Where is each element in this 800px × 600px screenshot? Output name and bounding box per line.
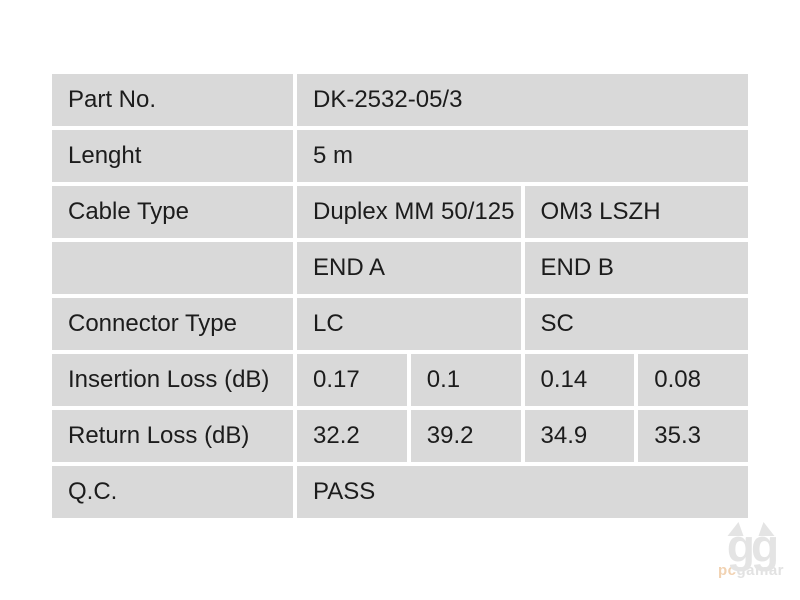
cell-insertion-loss-a1: 0.17 — [297, 354, 407, 406]
cell-cable-type-om3: OM3 LSZH — [524, 186, 748, 238]
brand-pc: pc — [717, 562, 737, 579]
cell-cable-type-duplex: Duplex MM 50/125 — [297, 186, 521, 238]
cell-connector-end-a: LC — [297, 298, 521, 350]
row-label-insertion-loss: Insertion Loss (dB) — [52, 354, 293, 406]
row-label-empty — [52, 242, 293, 294]
cell-return-loss-a1: 32.2 — [297, 410, 407, 462]
cell-end-b-header: END B — [524, 242, 748, 294]
brand-text: pcgamar — [703, 563, 799, 578]
spec-table: Part No. DK-2532-05/3 Lenght 5 m Cable T… — [52, 74, 748, 518]
cell-insertion-loss-b2: 0.08 — [638, 354, 748, 406]
row-label-connector-type: Connector Type — [52, 298, 293, 350]
cell-insertion-loss-a2: 0.1 — [410, 354, 521, 406]
owl-ear-right-icon — [755, 522, 775, 536]
row-label-lenght: Lenght — [52, 130, 293, 182]
owl-gg-text: gg — [726, 520, 779, 572]
cell-return-loss-a2: 39.2 — [410, 410, 521, 462]
row-label-qc: Q.C. — [52, 466, 293, 518]
cell-end-a-header: END A — [297, 242, 521, 294]
cell-lenght-value: 5 m — [297, 130, 748, 182]
pcgamar-logo: gg pcgamar — [703, 522, 799, 578]
brand-rest: gamar — [736, 562, 785, 579]
row-label-cable-type: Cable Type — [52, 186, 293, 238]
cell-return-loss-b2: 35.3 — [638, 410, 748, 462]
cell-connector-end-b: SC — [524, 298, 748, 350]
owl-gg-icon: gg — [727, 522, 779, 569]
cell-part-no-value: DK-2532-05/3 — [297, 74, 748, 126]
row-label-part-no: Part No. — [52, 74, 293, 126]
cell-qc-value: PASS — [297, 466, 748, 518]
owl-ear-left-icon — [727, 522, 747, 536]
cell-insertion-loss-b1: 0.14 — [524, 354, 635, 406]
row-label-return-loss: Return Loss (dB) — [52, 410, 293, 462]
cell-return-loss-b1: 34.9 — [524, 410, 635, 462]
